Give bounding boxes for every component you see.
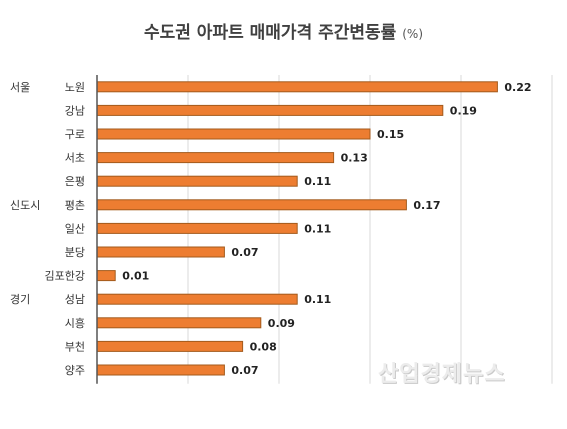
data-label: 0.08 [250,340,277,353]
data-label: 0.11 [304,175,331,188]
bar-김포한강 [96,270,116,282]
bar-일산 [96,222,298,234]
bar-노원 [96,81,498,93]
bar-강남 [96,104,444,116]
category-label: 시흥 [65,316,85,330]
chart-title-text: 수도권 아파트 매매가격 주간변동률 [143,23,397,43]
bar-은평 [96,175,298,187]
bar-성남 [96,293,298,305]
data-label: 0.01 [122,270,149,283]
chart-title-unit: (%) [402,27,424,41]
category-label: 노원 [65,81,85,94]
category-label: 강남 [65,104,85,117]
category-label: 은평 [65,175,85,188]
category-label: 분당 [65,246,85,259]
data-label: 0.11 [304,222,331,235]
data-label: 0.07 [231,364,258,377]
group-label: 경기 [10,293,30,306]
data-label: 0.19 [450,104,477,117]
bar-평촌 [96,199,407,211]
category-label: 일산 [65,221,85,235]
watermark-logo: 산업경제뉴스 [378,362,506,387]
group-label: 신도시 [10,199,40,212]
data-label: 0.11 [304,293,331,306]
group-label: 서울 [10,81,30,94]
data-label: 0.22 [504,81,531,94]
category-label: 서초 [65,152,85,165]
chart-title: 수도권 아파트 매매가격 주간변동률 (%) [0,18,567,43]
category-label: 성남 [65,293,85,306]
value-labels: 0.22 0.19 0.15 0.13 0.11 0.17 0.11 0.07 0.01 0.11… [122,81,531,377]
bar-시흥 [96,317,262,329]
category-label: 구로 [65,128,85,141]
category-label: 평촌 [65,199,85,212]
category-label: 양주 [65,364,85,377]
data-label: 0.09 [268,317,295,330]
bar-양주 [96,364,225,376]
bar-부천 [96,340,244,352]
category-label: 부천 [65,339,85,353]
bar-구로 [96,128,371,140]
data-label: 0.15 [377,128,404,141]
bar-서초 [96,152,335,164]
bars [96,81,498,376]
bar-분당 [96,246,225,258]
data-label: 0.17 [413,199,440,212]
data-label: 0.13 [341,152,368,165]
data-label: 0.07 [231,246,258,259]
category-label: 김포한강 [45,270,85,283]
